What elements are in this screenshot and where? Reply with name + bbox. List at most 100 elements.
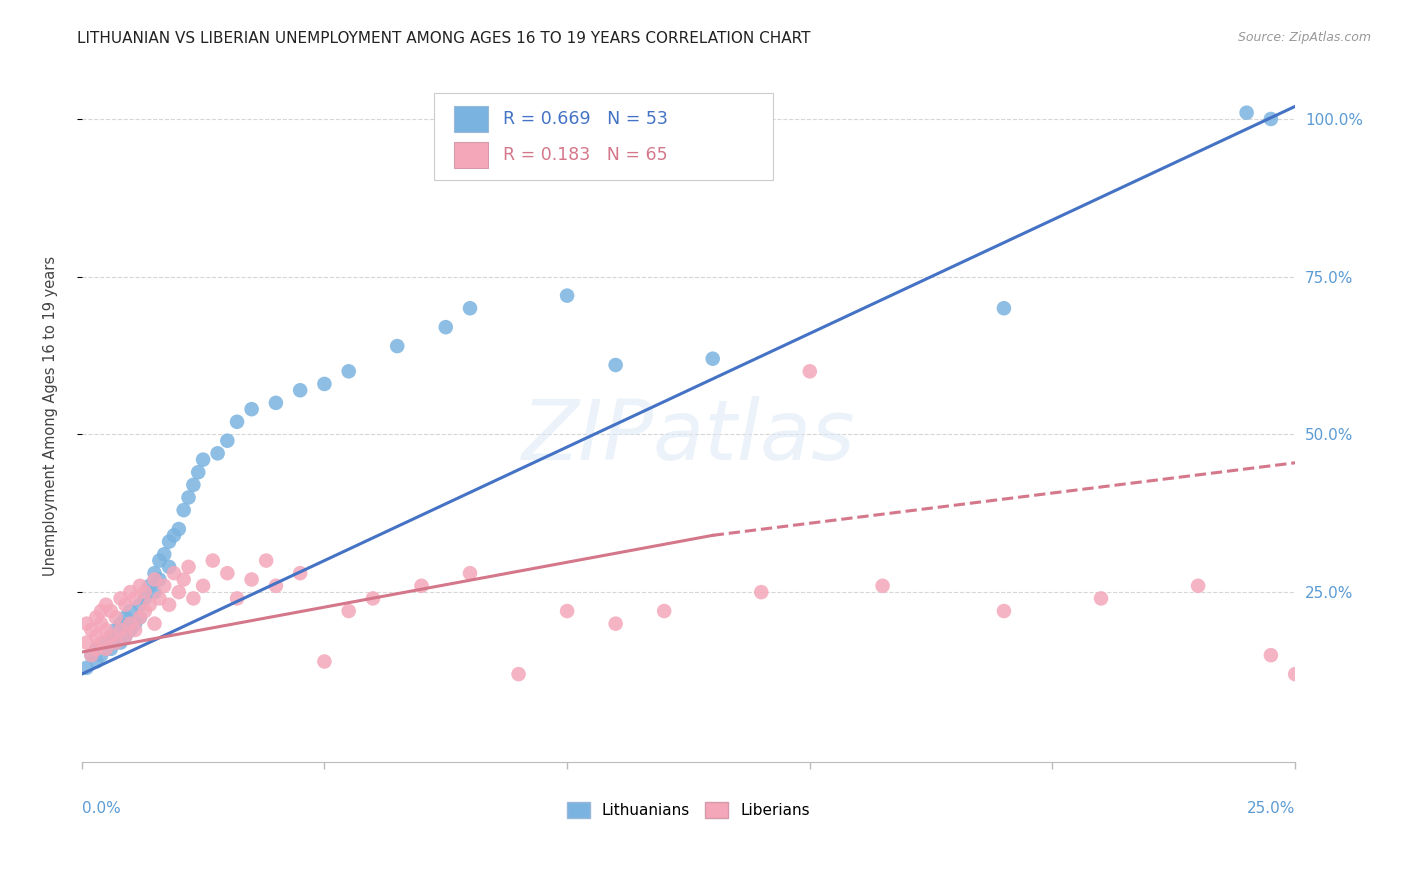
Point bbox=[148, 553, 170, 567]
Point bbox=[110, 616, 132, 631]
Point bbox=[94, 641, 117, 656]
Point bbox=[217, 566, 239, 581]
Point bbox=[187, 465, 209, 479]
Point bbox=[1260, 648, 1282, 663]
Point bbox=[1187, 579, 1209, 593]
Point bbox=[76, 616, 98, 631]
Point bbox=[129, 579, 152, 593]
Point bbox=[100, 629, 122, 643]
Point bbox=[90, 616, 112, 631]
Point bbox=[124, 591, 146, 606]
Point bbox=[157, 534, 180, 549]
Point bbox=[605, 358, 627, 372]
Point bbox=[94, 641, 117, 656]
Point bbox=[458, 301, 481, 316]
Point bbox=[138, 598, 160, 612]
Point bbox=[191, 452, 214, 467]
Point bbox=[120, 616, 142, 631]
Point bbox=[337, 364, 360, 378]
Point bbox=[80, 623, 103, 637]
Point bbox=[993, 604, 1015, 618]
Point bbox=[90, 648, 112, 663]
Point bbox=[90, 604, 112, 618]
Point bbox=[110, 635, 132, 649]
Point bbox=[508, 667, 530, 681]
Point bbox=[264, 579, 287, 593]
Text: ZIPatlas: ZIPatlas bbox=[522, 396, 855, 477]
Point bbox=[157, 598, 180, 612]
Point bbox=[177, 560, 200, 574]
Point bbox=[191, 579, 214, 593]
Point bbox=[143, 566, 166, 581]
Point bbox=[314, 376, 336, 391]
Point bbox=[411, 579, 433, 593]
Point bbox=[1090, 591, 1112, 606]
Point bbox=[153, 547, 176, 561]
Point bbox=[207, 446, 229, 460]
Point bbox=[314, 655, 336, 669]
Point bbox=[129, 598, 152, 612]
Point bbox=[84, 641, 107, 656]
Legend: Lithuanians, Liberians: Lithuanians, Liberians bbox=[561, 796, 817, 824]
Point bbox=[387, 339, 409, 353]
Point bbox=[84, 641, 107, 656]
FancyBboxPatch shape bbox=[454, 106, 488, 132]
Point bbox=[80, 648, 103, 663]
Point bbox=[702, 351, 724, 366]
Text: R = 0.669   N = 53: R = 0.669 N = 53 bbox=[503, 110, 668, 128]
Point bbox=[90, 635, 112, 649]
Point bbox=[110, 623, 132, 637]
Point bbox=[110, 591, 132, 606]
Point bbox=[264, 396, 287, 410]
Point bbox=[458, 566, 481, 581]
Point bbox=[104, 635, 127, 649]
Point bbox=[124, 623, 146, 637]
Point bbox=[993, 301, 1015, 316]
Point bbox=[167, 585, 190, 599]
Point bbox=[288, 383, 311, 397]
Point bbox=[124, 616, 146, 631]
Point bbox=[177, 491, 200, 505]
Point bbox=[201, 553, 224, 567]
Point bbox=[872, 579, 894, 593]
Text: Source: ZipAtlas.com: Source: ZipAtlas.com bbox=[1237, 31, 1371, 45]
Point bbox=[94, 635, 117, 649]
Point bbox=[114, 598, 136, 612]
Point bbox=[1260, 112, 1282, 126]
Point bbox=[163, 566, 186, 581]
Point bbox=[84, 655, 107, 669]
Point bbox=[434, 320, 457, 334]
Point bbox=[163, 528, 186, 542]
Point bbox=[1236, 105, 1258, 120]
Point bbox=[1284, 667, 1306, 681]
Point bbox=[749, 585, 772, 599]
Point bbox=[254, 553, 277, 567]
Point bbox=[104, 635, 127, 649]
Text: R = 0.183   N = 65: R = 0.183 N = 65 bbox=[503, 146, 668, 164]
Text: 25.0%: 25.0% bbox=[1247, 801, 1295, 815]
Point bbox=[114, 629, 136, 643]
Point bbox=[104, 610, 127, 624]
Point bbox=[100, 629, 122, 643]
Y-axis label: Unemployment Among Ages 16 to 19 years: Unemployment Among Ages 16 to 19 years bbox=[44, 255, 58, 575]
Point bbox=[138, 579, 160, 593]
Point bbox=[134, 591, 156, 606]
Point bbox=[183, 478, 205, 492]
Point bbox=[143, 573, 166, 587]
Point bbox=[120, 604, 142, 618]
Point bbox=[217, 434, 239, 448]
Point bbox=[173, 503, 195, 517]
Point bbox=[183, 591, 205, 606]
Point bbox=[652, 604, 675, 618]
Point bbox=[80, 648, 103, 663]
Point bbox=[605, 616, 627, 631]
FancyBboxPatch shape bbox=[454, 142, 488, 168]
Point bbox=[94, 623, 117, 637]
Point bbox=[143, 585, 166, 599]
Point bbox=[226, 591, 249, 606]
Point bbox=[114, 629, 136, 643]
Point bbox=[76, 661, 98, 675]
Point bbox=[84, 629, 107, 643]
Point bbox=[240, 573, 263, 587]
Point bbox=[337, 604, 360, 618]
